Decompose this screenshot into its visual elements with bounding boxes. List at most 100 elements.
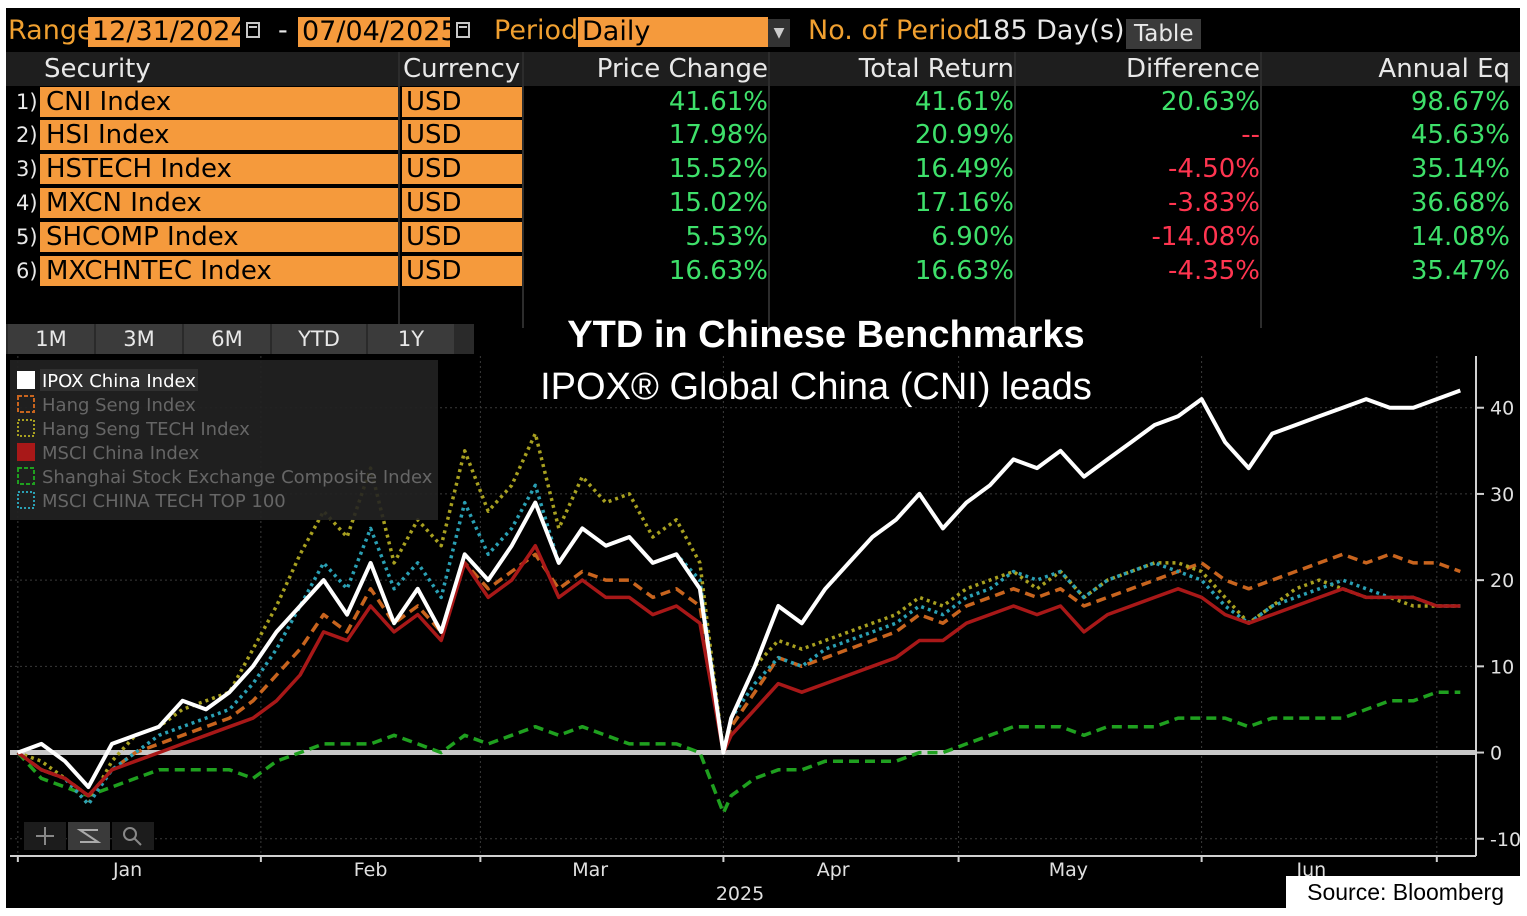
- chart-lines: [16, 388, 1461, 815]
- annual-eq-cell: 35.14%: [1410, 154, 1510, 184]
- row-number: 1): [16, 90, 38, 114]
- y-tick-label: 40: [1490, 398, 1514, 420]
- column-divider: [1014, 52, 1016, 328]
- row-number: 4): [16, 191, 38, 215]
- overlay-title: YTD in Chinese Benchmarks: [567, 314, 1085, 356]
- source-note: Source: Bloomberg: [1286, 876, 1520, 908]
- x-tick-label: Apr: [817, 859, 850, 881]
- table-button[interactable]: Table: [1126, 19, 1202, 49]
- security-cell[interactable]: MXCN Index: [40, 188, 398, 218]
- price-change-cell: 15.52%: [668, 154, 768, 184]
- magnify-icon: [123, 827, 137, 841]
- security-cell[interactable]: SHCOMP Index: [40, 222, 398, 252]
- difference-cell: -3.83%: [1168, 188, 1260, 218]
- total-return-cell: 17.16%: [914, 188, 1014, 218]
- header-price-change[interactable]: Price Change: [596, 54, 768, 84]
- period-select[interactable]: Daily: [578, 17, 768, 47]
- annual-eq-cell: 45.63%: [1410, 120, 1510, 150]
- row-number: 2): [16, 123, 38, 147]
- currency-cell[interactable]: USD: [402, 87, 522, 117]
- legend-entry: Hang Seng Index: [42, 395, 196, 416]
- x-tick-label: May: [1049, 859, 1088, 881]
- header-security[interactable]: Security: [44, 54, 151, 84]
- chart-tools: [24, 822, 154, 850]
- legend-swatch: [17, 491, 35, 509]
- legend-swatch: [17, 371, 35, 389]
- difference-cell: 20.63%: [1160, 87, 1260, 117]
- chevron-down-icon[interactable]: ▼: [768, 19, 790, 47]
- security-cell[interactable]: CNI Index: [40, 87, 398, 117]
- table-row[interactable]: 2) HSI Index USD 17.98% 20.99% -- 45.63%: [6, 120, 1520, 150]
- currency-cell[interactable]: USD: [402, 188, 522, 218]
- currency-cell[interactable]: USD: [402, 222, 522, 252]
- header-currency[interactable]: Currency: [403, 54, 521, 84]
- legend-entry: IPOX China Index: [42, 371, 196, 392]
- x-tick-label: Jun: [1296, 859, 1327, 881]
- header-annual-eq[interactable]: Annual Eq: [1378, 54, 1510, 84]
- series-line-3: [17, 431, 1461, 807]
- column-divider: [522, 52, 524, 328]
- table-row[interactable]: 3) HSTECH Index USD 15.52% 16.49% -4.50%…: [6, 154, 1520, 184]
- difference-cell: -4.50%: [1168, 154, 1260, 184]
- price-change-cell: 41.61%: [668, 87, 768, 117]
- total-return-cell: 20.99%: [914, 120, 1014, 150]
- y-tick-label: 30: [1490, 484, 1514, 506]
- x-tick-label: Jan: [112, 859, 142, 881]
- chart-legend: IPOX China Index Hang Seng Index Hang Seng…: [10, 360, 438, 520]
- security-cell[interactable]: HSI Index: [40, 120, 398, 150]
- y-tick-label: 20: [1490, 570, 1514, 592]
- num-period-value: 185 Day(s): [976, 15, 1125, 46]
- series-line-6: [16, 483, 1461, 807]
- calendar-icon[interactable]: [456, 22, 470, 38]
- table-row[interactable]: 4) MXCN Index USD 15.02% 17.16% -3.83% 3…: [6, 188, 1520, 218]
- series-line-1: [17, 388, 1461, 789]
- table-row[interactable]: 5) SHCOMP Index USD 5.53% 6.90% -14.08% …: [6, 222, 1520, 252]
- currency-cell[interactable]: USD: [402, 154, 522, 184]
- period-button-1y[interactable]: 1Y: [368, 324, 454, 354]
- series-line-5: [16, 690, 1461, 815]
- total-return-cell: 41.61%: [914, 87, 1014, 117]
- table-row[interactable]: 1) CNI Index USD 41.61% 41.61% 20.63% 98…: [6, 87, 1520, 117]
- row-number: 6): [16, 259, 38, 283]
- currency-cell[interactable]: USD: [402, 120, 522, 150]
- magnify-tool-bg: [112, 822, 154, 850]
- legend-entry: MSCI China Index: [42, 443, 200, 464]
- y-tick-label: -10: [1490, 829, 1520, 851]
- period-button-1m[interactable]: 1M: [8, 324, 94, 354]
- terminal-window: Range 12/31/2024 - 07/04/2025 Period Dai…: [6, 8, 1520, 908]
- range-label: Range: [8, 15, 94, 46]
- x-tick-label: Feb: [354, 859, 388, 881]
- y-tick-label: 0: [1490, 743, 1502, 765]
- header-total-return[interactable]: Total Return: [858, 54, 1014, 84]
- difference-cell: -4.35%: [1168, 256, 1260, 286]
- security-cell[interactable]: HSTECH Index: [40, 154, 398, 184]
- total-return-cell: 6.90%: [931, 222, 1014, 252]
- difference-cell: -14.08%: [1151, 222, 1260, 252]
- x-axis-label: 2025: [716, 883, 764, 905]
- period-button-ytd[interactable]: YTD: [272, 324, 366, 354]
- currency-cell[interactable]: USD: [402, 256, 522, 286]
- column-divider: [398, 52, 400, 328]
- table-row[interactable]: 6) MXCHNTEC Index USD 16.63% 16.63% -4.3…: [6, 256, 1520, 286]
- period-button-6m[interactable]: 6M: [184, 324, 270, 354]
- legend-box: [10, 360, 438, 520]
- price-change-cell: 17.98%: [668, 120, 768, 150]
- range-end-field[interactable]: 07/04/2025: [298, 17, 458, 47]
- calendar-icon[interactable]: [246, 22, 260, 38]
- overlay-subtitle: IPOX® Global China (CNI) leads: [540, 366, 1092, 408]
- series-line-4: [16, 543, 1461, 798]
- legend-entry: Hang Seng TECH Index: [42, 419, 250, 440]
- period-button-3m[interactable]: 3M: [96, 324, 182, 354]
- column-divider: [1260, 52, 1262, 328]
- total-return-cell: 16.63%: [914, 256, 1014, 286]
- price-change-cell: 15.02%: [668, 188, 768, 218]
- security-cell[interactable]: MXCHNTEC Index: [40, 256, 398, 286]
- price-change-cell: 16.63%: [668, 256, 768, 286]
- legend-highlight: [40, 369, 198, 391]
- zoom-box-icon: [76, 829, 102, 843]
- legend-entry: Shanghai Stock Exchange Composite Index: [42, 467, 433, 488]
- difference-cell: --: [1241, 120, 1260, 150]
- row-number: 3): [16, 157, 38, 181]
- range-start-field[interactable]: 12/31/2024: [88, 17, 248, 47]
- header-difference[interactable]: Difference: [1125, 54, 1260, 84]
